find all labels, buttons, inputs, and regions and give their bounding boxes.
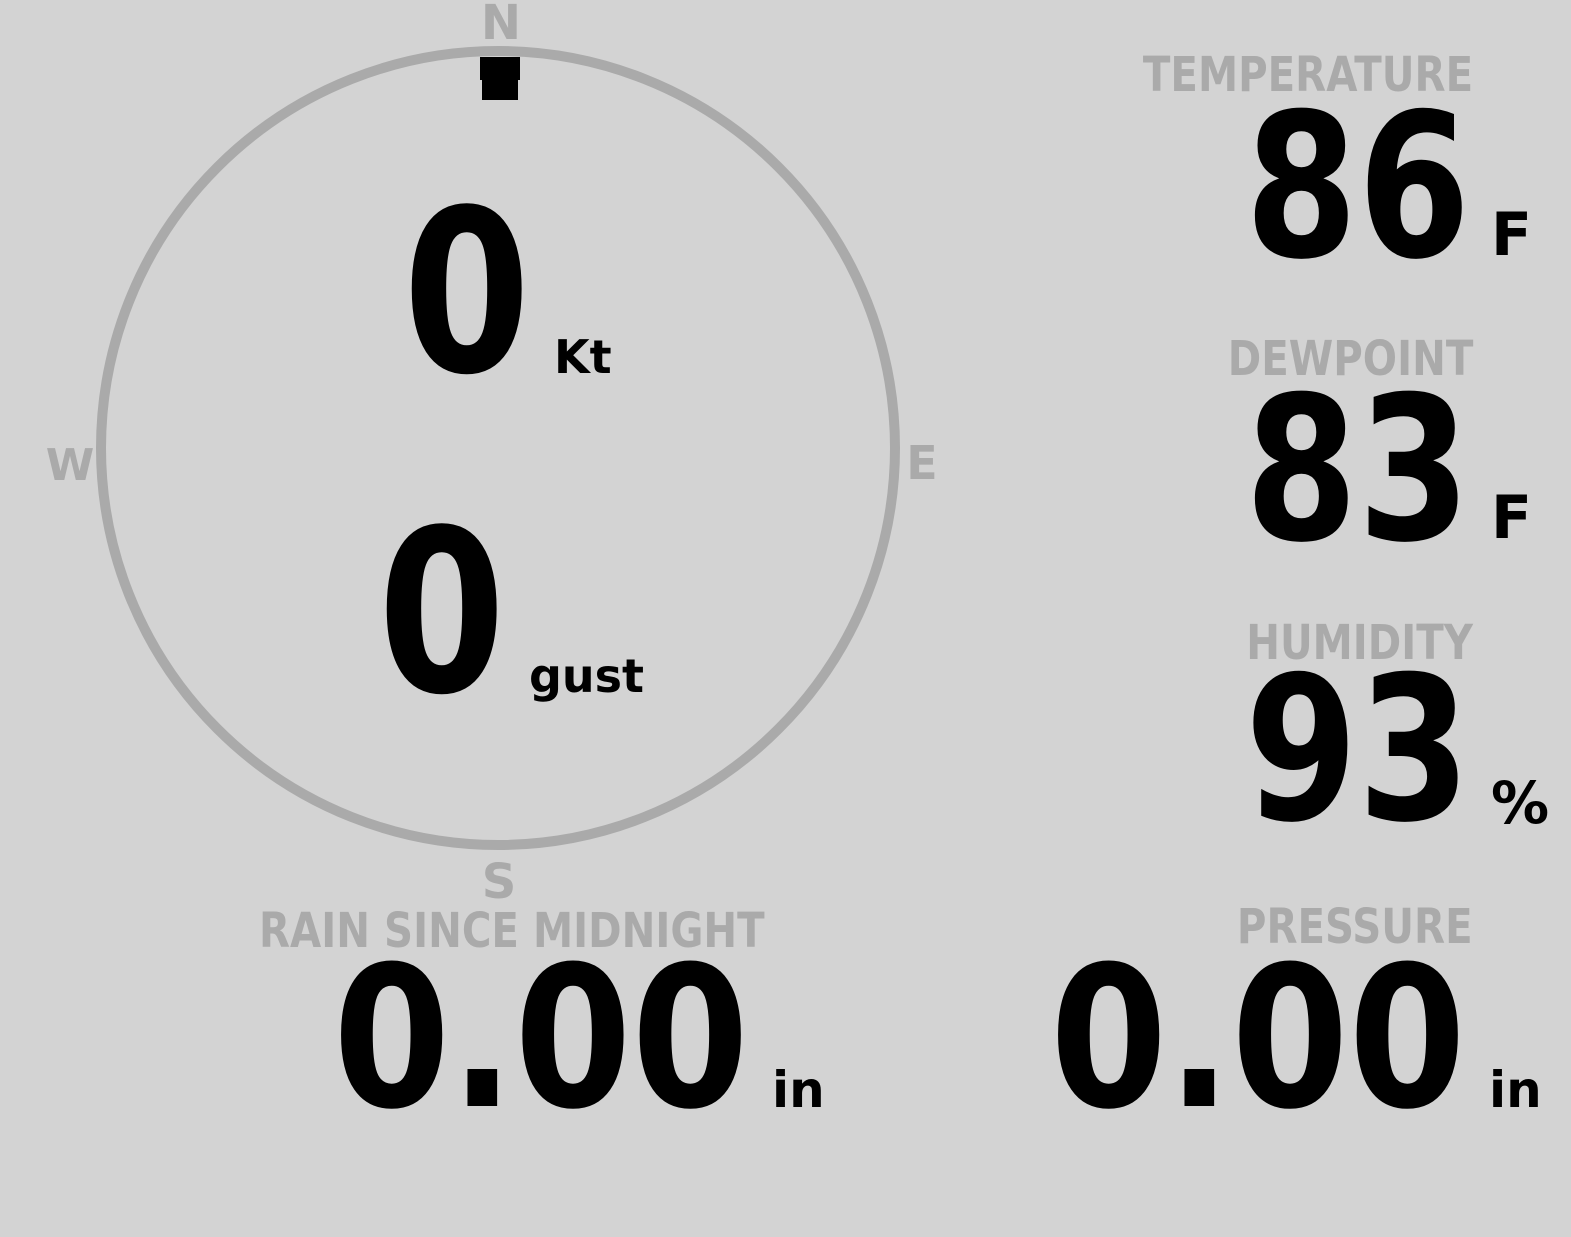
temperature-unit: F	[1491, 200, 1532, 270]
humidity-label: HUMIDITY	[1246, 615, 1473, 671]
compass-west: W	[45, 440, 95, 491]
compass-south: S	[481, 854, 517, 910]
wind-gust-value: 0	[378, 482, 506, 745]
wind-direction-marker	[480, 57, 520, 100]
temperature-value: 86	[1245, 71, 1471, 304]
pressure-value: 0.00	[1050, 925, 1466, 1153]
temperature-label: TEMPERATURE	[1142, 47, 1473, 103]
compass-east: E	[906, 436, 938, 490]
wind-speed-unit: Kt	[554, 330, 612, 384]
wind-gust-unit: gust	[529, 649, 645, 703]
pressure-label: PRESSURE	[1237, 899, 1473, 955]
rain-unit: in	[772, 1061, 825, 1119]
pressure-unit: in	[1489, 1061, 1542, 1119]
humidity-value: 93	[1245, 634, 1471, 867]
dewpoint-label: DEWPOINT	[1227, 331, 1473, 387]
dewpoint-unit: F	[1491, 483, 1532, 553]
humidity-unit: %	[1491, 769, 1550, 837]
compass-north: N	[480, 0, 522, 51]
rain-label: RAIN SINCE MIDNIGHT	[259, 903, 765, 959]
dewpoint-value: 83	[1245, 354, 1471, 587]
compass-ring	[96, 46, 900, 850]
wind-speed-value: 0	[403, 162, 531, 425]
rain-value: 0.00	[333, 925, 749, 1153]
